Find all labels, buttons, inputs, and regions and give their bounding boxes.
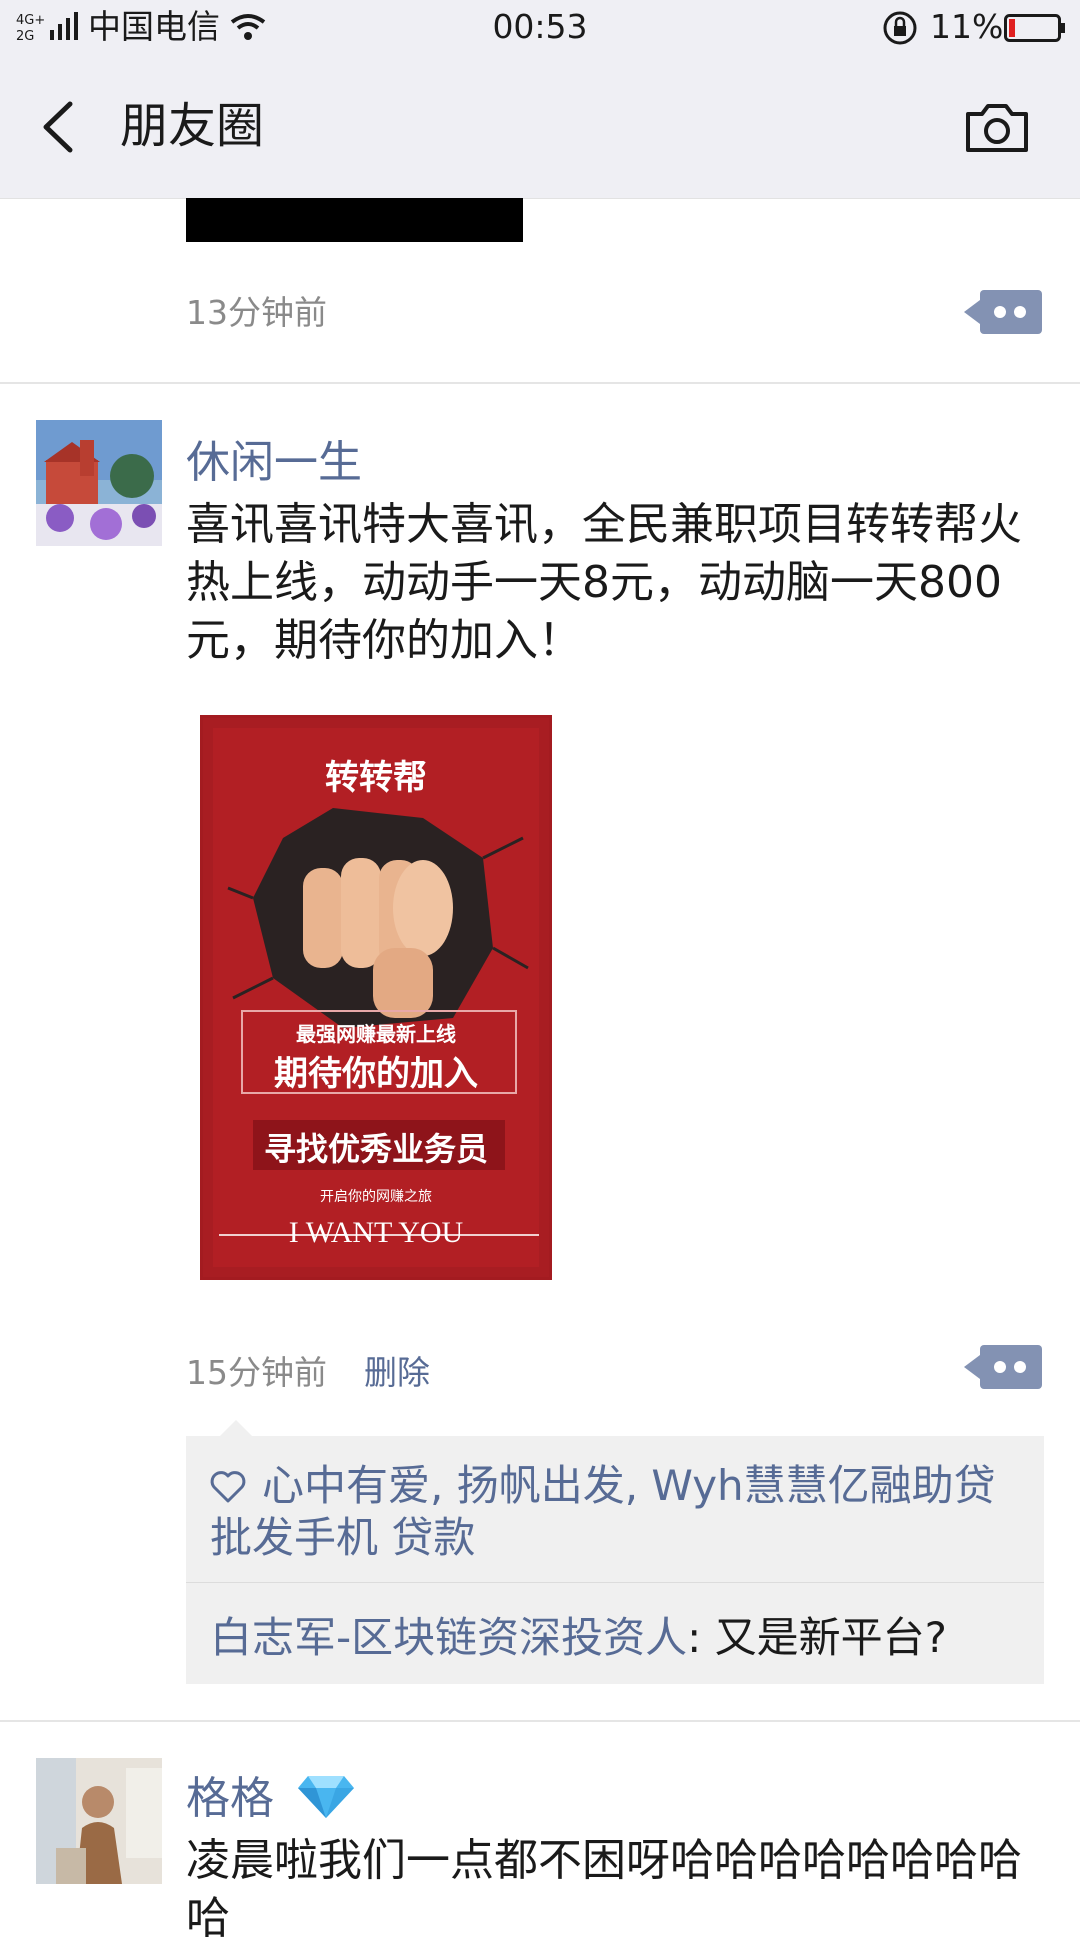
delete-link[interactable]: 删除 — [364, 1353, 430, 1392]
poster-line4: 开启你的网赚之旅 — [320, 1189, 432, 1205]
camera-button[interactable] — [962, 98, 1032, 158]
diamond-icon — [296, 1770, 356, 1820]
post-time: 13分钟前 — [186, 293, 327, 332]
dot-icon — [994, 1361, 1006, 1373]
poster-rule — [219, 1234, 539, 1236]
dot-icon — [1014, 1361, 1026, 1373]
dot-icon — [994, 306, 1006, 318]
redacted-image — [186, 198, 523, 242]
carrier-name: 中国电信 — [88, 7, 220, 46]
camera-icon — [966, 104, 1028, 152]
poster-line2: 期待你的加入 — [274, 1054, 478, 1094]
status-time: 00:53 — [492, 7, 588, 46]
poster-line3: 寻找优秀业务员 — [263, 1130, 488, 1168]
post-content: 喜讯喜讯特大喜讯，全民兼职项目转转帮火热上线，动动手一天8元，动动脑一天800元… — [186, 499, 1022, 666]
poster-banner — [241, 1010, 517, 1094]
battery-icon — [1004, 14, 1066, 42]
likes-divider — [186, 1582, 1044, 1583]
rotation-lock-icon — [882, 10, 918, 46]
nav-bar: 朋友圈 — [0, 54, 1080, 199]
likes-comments-box: 心中有爱, 扬帆出发, Wyh慧慧亿融助贷 批发手机 贷款 白志军-区块链资深投… — [186, 1420, 1044, 1684]
chevron-left-icon — [43, 101, 73, 153]
more-actions-button[interactable] — [964, 1345, 1042, 1389]
dot-icon — [1014, 306, 1026, 318]
post-divider — [0, 382, 1080, 384]
comment[interactable]: 白志军-区块链资深投资人: 又是新平台? — [210, 1604, 947, 1665]
svg-text:4G+: 4G+ — [16, 13, 45, 28]
back-button[interactable] — [30, 92, 90, 162]
status-bar: 4G+ 2G 中国电信 00:53 11% — [0, 0, 1080, 54]
poster-ribbon — [253, 1120, 505, 1170]
page-title: 朋友圈 — [120, 98, 265, 154]
post-content: 凌晨啦我们一点都不困呀哈哈哈哈哈哈哈哈哈 — [186, 1835, 1022, 1944]
post-divider — [0, 1720, 1080, 1722]
post-time: 15分钟前 — [186, 1353, 327, 1392]
heart-icon — [210, 1470, 246, 1504]
post-image[interactable]: 转转帮 最强网赚最新上线 期待你的加入 寻找优秀业务员 开启你的网赚之旅 I W… — [200, 715, 552, 1280]
battery-percent: 11% — [930, 7, 1004, 46]
poster-background: 转转帮 最强网赚最新上线 期待你的加入 寻找优秀业务员 开启你的网赚之旅 I W… — [213, 728, 539, 1267]
wifi-icon — [228, 12, 268, 42]
poster-title: 转转帮 — [325, 758, 427, 798]
comment-text: : 又是新平台? — [687, 1613, 947, 1662]
avatar[interactable] — [36, 420, 162, 546]
post-author-name[interactable]: 休闲一生 — [186, 437, 362, 488]
more-actions-button[interactable] — [964, 290, 1042, 334]
post-author-name[interactable]: 格格 — [186, 1773, 274, 1824]
poster-line1: 最强网赚最新上线 — [296, 1022, 456, 1046]
signal-icon: 4G+ 2G — [16, 10, 86, 44]
svg-text:2G: 2G — [16, 29, 34, 44]
pointing-hand-icon — [227, 808, 529, 1028]
comment-author[interactable]: 白志军-区块链资深投资人 — [210, 1613, 688, 1662]
poster-line5: I WANT YOU — [288, 1216, 464, 1249]
likes-list[interactable]: 心中有爱, 扬帆出发, Wyh慧慧亿融助贷 批发手机 贷款 — [210, 1461, 996, 1562]
avatar[interactable] — [36, 1758, 162, 1884]
